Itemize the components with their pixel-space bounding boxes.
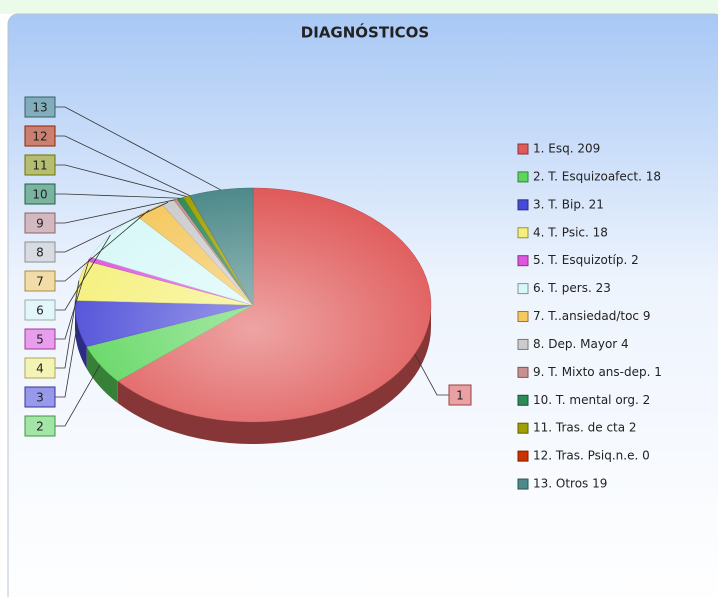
legend-swatch [517, 311, 529, 323]
callout-box [24, 183, 56, 205]
legend-swatch [517, 394, 529, 406]
callout-box [24, 212, 56, 234]
callout-line [55, 135, 190, 197]
legend-label: 10. T. mental org. 2 [533, 393, 650, 407]
callout-label: 8 [36, 246, 44, 260]
legend-label: 5. T. Esquizotíp. 2 [533, 253, 639, 267]
legend-swatch [517, 199, 529, 211]
callout-line [55, 106, 221, 191]
callout-label: 7 [36, 275, 44, 289]
callout-box [24, 270, 56, 292]
callout-box [24, 125, 56, 147]
callout-label: 6 [36, 304, 44, 318]
callout-line [55, 201, 169, 253]
legend-label: 6. T. pers. 23 [533, 281, 611, 295]
callout-line [55, 234, 111, 311]
legend-label: 3. T. Bip. 21 [533, 197, 604, 211]
legend-swatch [517, 143, 529, 155]
legend-swatch [517, 478, 529, 490]
callout-label: 10 [32, 188, 47, 202]
callout-box [24, 357, 56, 379]
callout-line [55, 323, 78, 398]
legend-label: 13. Otros 19 [533, 477, 607, 491]
top-strip [0, 0, 718, 14]
legend-label: 9. T. Mixto ans-dep. 1 [533, 365, 662, 379]
callout-line [55, 193, 181, 199]
legend-label: 2. T. Esquizoafect. 18 [533, 169, 661, 183]
callout-box [24, 386, 56, 408]
legend-swatch [517, 255, 529, 267]
callout-box [448, 384, 472, 406]
legend-swatch [517, 338, 529, 350]
legend-label: 8. Dep. Mayor 4 [533, 337, 629, 351]
callout-box [24, 328, 56, 350]
callout-label: 12 [32, 130, 47, 144]
callout-line [414, 353, 449, 396]
callout-label: 13 [32, 101, 47, 115]
callout-box [24, 241, 56, 263]
callout-box [24, 299, 56, 321]
callout-box [24, 415, 56, 437]
callout-label: 2 [36, 420, 44, 434]
callout-line [55, 364, 101, 427]
legend-swatch [517, 422, 529, 434]
callout-box [24, 154, 56, 176]
legend-swatch [517, 450, 529, 462]
callout-line [55, 164, 187, 197]
callout-label: 3 [36, 391, 44, 405]
callout-box [24, 96, 56, 118]
legend-label: 12. Tras. Psiq.n.e. 0 [533, 449, 650, 463]
legend-swatch [517, 227, 529, 239]
chart-title: DIAGNÓSTICOS [301, 23, 429, 42]
legend-label: 1. Esq. 209 [533, 142, 600, 156]
callout-label: 5 [36, 333, 44, 347]
legend-swatch [517, 283, 529, 295]
callout-label: 4 [36, 362, 44, 376]
callout-label: 11 [32, 159, 47, 173]
callout-line [55, 199, 176, 224]
legend-label: 11. Tras. de cta 2 [533, 421, 637, 435]
legend-swatch [517, 171, 529, 183]
legend-swatch [517, 366, 529, 378]
callout-line [55, 259, 90, 340]
callout-label: 9 [36, 217, 44, 231]
legend-label: 7. T..ansiedad/toc 9 [533, 309, 650, 323]
legend-label: 4. T. Psic. 18 [533, 225, 608, 239]
callout-line [55, 209, 150, 282]
callout-label: 1 [456, 389, 464, 403]
